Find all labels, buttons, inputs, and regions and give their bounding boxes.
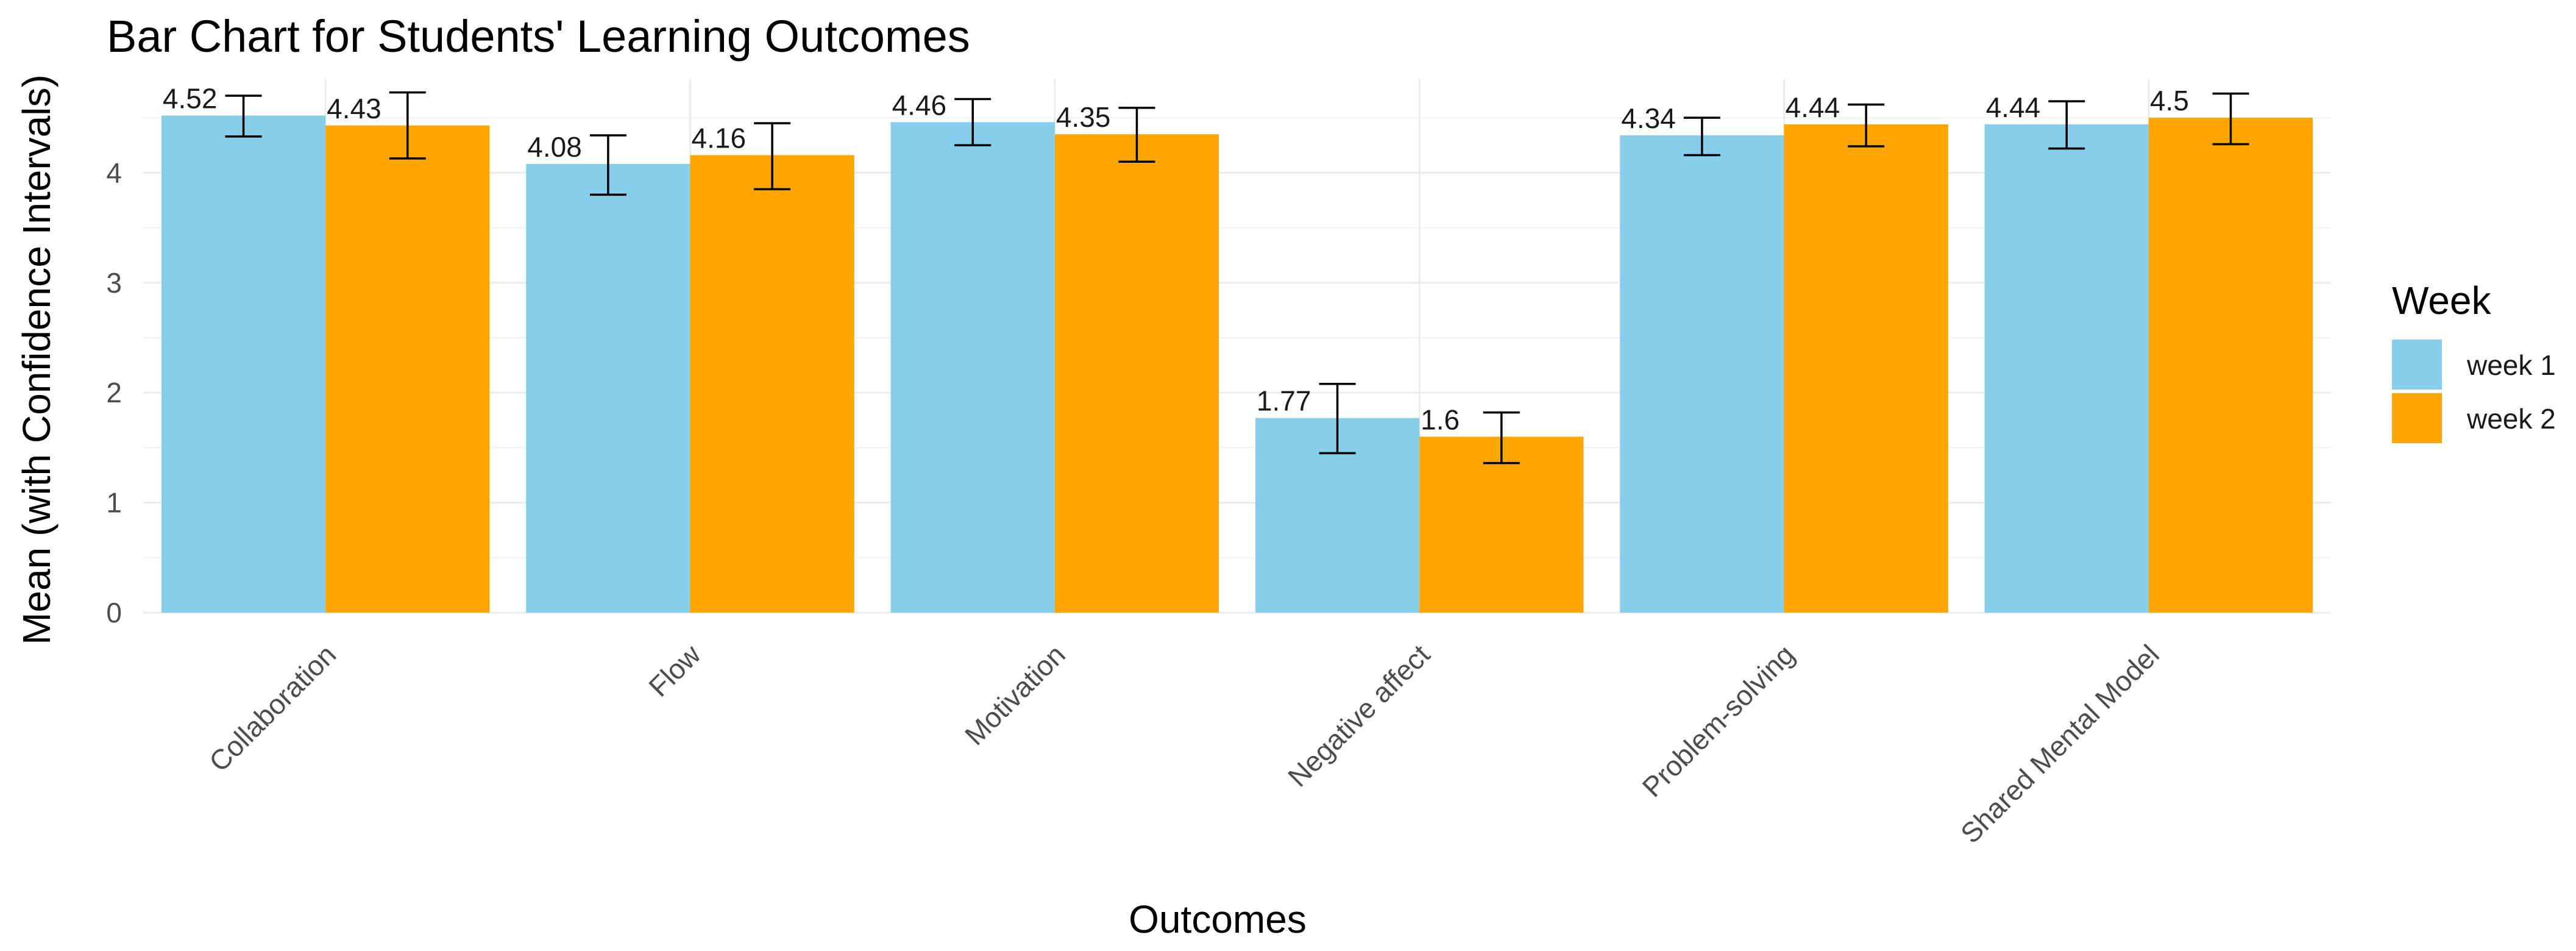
x-axis-title: Outcomes xyxy=(1129,897,1307,941)
error-bars xyxy=(225,91,2249,465)
x-tick-label: Collaboration xyxy=(203,638,342,777)
bar xyxy=(890,122,1055,613)
bar xyxy=(2148,118,2313,613)
bar xyxy=(526,163,690,613)
data-label: 4.44 xyxy=(1786,91,1840,123)
bar xyxy=(1419,436,1584,613)
data-label: 1.77 xyxy=(1257,385,1311,417)
x-tick-label: Negative affect xyxy=(1282,638,1436,793)
bar xyxy=(325,125,490,613)
bar xyxy=(161,115,326,613)
data-label: 4.08 xyxy=(527,131,582,163)
chart-title: Bar Chart for Students' Learning Outcome… xyxy=(107,11,970,62)
data-label: 4.52 xyxy=(163,83,218,115)
y-tick-label: 4 xyxy=(106,157,122,188)
legend: Week week 1 week 2 xyxy=(2392,279,2556,443)
bar xyxy=(690,155,854,613)
y-tick-label: 2 xyxy=(106,377,122,408)
y-axis-ticks: 0 1 2 3 4 xyxy=(106,157,122,629)
data-label: 4.35 xyxy=(1056,101,1111,133)
x-tick-label: Problem-solving xyxy=(1636,638,1801,803)
bar xyxy=(1984,124,2149,613)
data-label: 4.16 xyxy=(692,122,747,154)
bar xyxy=(1054,134,1219,613)
y-tick-label: 0 xyxy=(106,597,122,629)
x-axis-ticks: Collaboration Flow Motivation Negative affe… xyxy=(203,638,2165,850)
data-label: 1.6 xyxy=(1421,404,1460,435)
bar xyxy=(1784,124,1948,613)
data-label: 4.34 xyxy=(1621,102,1676,134)
data-label: 4.46 xyxy=(892,89,947,121)
data-label: 4.5 xyxy=(2150,85,2189,116)
x-tick-label: Shared Mental Model xyxy=(1954,638,2165,849)
legend-label: week 2 xyxy=(2466,403,2556,435)
bars xyxy=(161,115,2313,613)
data-label: 4.43 xyxy=(327,93,381,124)
x-tick-label: Motivation xyxy=(959,638,1071,751)
data-labels: 4.52 4.08 4.46 1.77 4.34 4.44 4.43 4.16 4.35 1.6 4… xyxy=(163,83,2189,436)
legend-title: Week xyxy=(2392,279,2491,322)
legend-key xyxy=(2392,340,2442,390)
y-tick-label: 3 xyxy=(106,267,122,299)
x-tick-label: Flow xyxy=(642,638,707,703)
data-label: 4.44 xyxy=(1986,91,2041,123)
y-tick-label: 1 xyxy=(106,487,122,519)
legend-key xyxy=(2392,393,2442,443)
legend-label: week 1 xyxy=(2466,349,2556,381)
y-axis-title: Mean (with Confidence Intervals) xyxy=(15,74,59,645)
bar xyxy=(1620,135,1784,613)
